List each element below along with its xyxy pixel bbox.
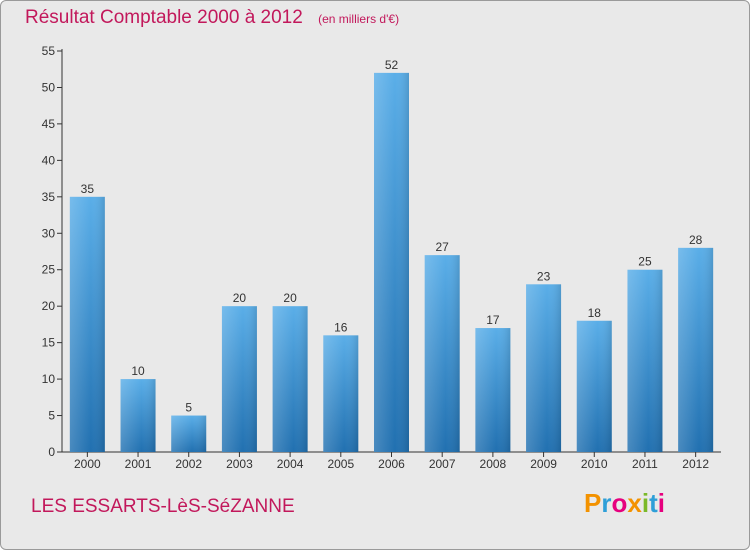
place-name: LES ESSARTS-LèS-SéZANNE [31, 496, 295, 517]
logo-letter: i [641, 488, 650, 518]
logo-letter: i [657, 488, 665, 518]
x-tick-label: 2002 [175, 457, 202, 471]
y-tick-label: 45 [42, 117, 56, 131]
x-tick-label: 2005 [327, 457, 354, 471]
data-label: 35 [81, 182, 95, 196]
bar-shade-2003 [221, 306, 257, 452]
bar-shade-2010 [576, 320, 612, 452]
logo-letter: P [584, 488, 602, 518]
data-label: 28 [689, 233, 703, 247]
y-tick-label: 35 [42, 190, 56, 204]
chart-title: Résultat Comptable 2000 à 2012 (en milli… [25, 7, 399, 29]
x-tick-label: 2011 [632, 457, 658, 471]
y-tick-label: 40 [42, 153, 56, 167]
data-label: 5 [185, 401, 192, 415]
logo-letter: t [649, 488, 658, 518]
y-tick-label: 20 [42, 299, 56, 313]
y-tick-label: 55 [42, 44, 56, 58]
x-tick-label: 2012 [682, 457, 709, 471]
chart-title-text: Résultat Comptable 2000 à 2012 [25, 7, 303, 28]
bar-shade-2011 [627, 269, 663, 452]
y-tick-label: 25 [42, 263, 56, 277]
logo-letter: o [611, 488, 628, 518]
data-label: 27 [436, 240, 450, 254]
y-tick-label: 30 [42, 226, 56, 240]
data-label: 25 [638, 255, 652, 269]
chart-unit-label: (en milliers d'€) [318, 12, 400, 26]
data-label: 20 [283, 291, 297, 305]
bar-shade-2001 [120, 379, 156, 452]
proxiti-logo: Proxiti [584, 488, 665, 519]
logo-letter: r [601, 488, 612, 518]
bar-shade-2009 [526, 284, 562, 452]
x-tick-label: 2001 [125, 457, 152, 471]
x-tick-label: 2009 [530, 457, 557, 471]
y-tick-label: 5 [48, 409, 55, 423]
x-tick-label: 2003 [226, 457, 253, 471]
y-tick-label: 0 [48, 445, 55, 459]
data-label: 18 [588, 306, 602, 320]
y-tick-label: 10 [42, 372, 56, 386]
bar-shade-2006 [374, 72, 409, 452]
data-label: 52 [385, 58, 399, 72]
x-tick-label: 2007 [429, 457, 456, 471]
data-label: 10 [131, 364, 145, 378]
bar-shade-2012 [678, 247, 714, 452]
data-label: 23 [537, 269, 551, 283]
data-label: 17 [486, 313, 500, 327]
bar-shade-2007 [424, 255, 460, 452]
bar-shade-2002 [171, 415, 207, 452]
x-tick-label: 2000 [74, 457, 101, 471]
data-label: 20 [233, 291, 247, 305]
x-tick-label: 2006 [378, 457, 405, 471]
y-tick-label: 15 [42, 336, 56, 350]
bar-shade-2000 [69, 196, 105, 452]
x-tick-label: 2010 [581, 457, 608, 471]
bar-shade-2005 [323, 335, 359, 452]
bar-shade-2008 [475, 328, 511, 452]
x-tick-label: 2004 [277, 457, 304, 471]
logo-letter: x [627, 488, 642, 518]
y-tick-label: 50 [42, 80, 56, 94]
bar-shade-2004 [272, 306, 308, 452]
data-label: 16 [334, 320, 348, 334]
x-tick-label: 2008 [480, 457, 507, 471]
